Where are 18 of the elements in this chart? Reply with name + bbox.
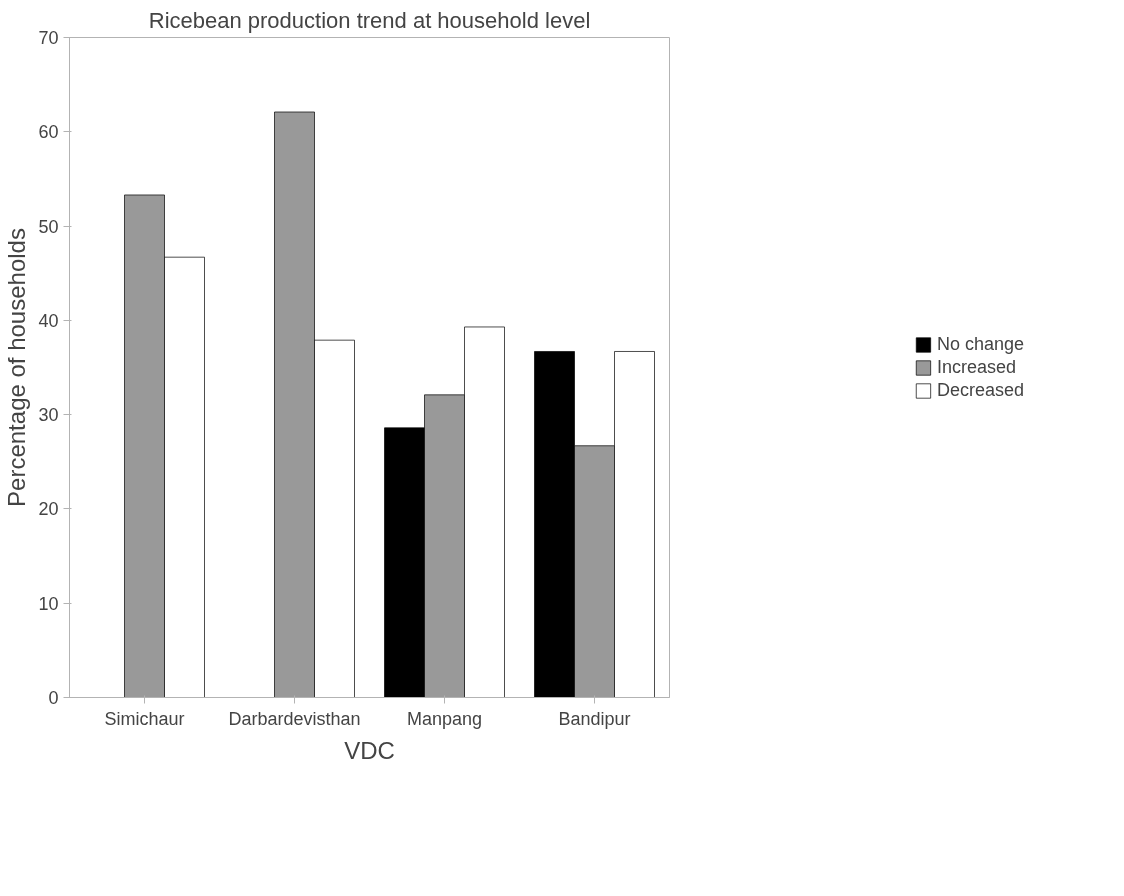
x-tick-label: Simichaur bbox=[104, 708, 185, 729]
y-tick-label: 60 bbox=[38, 122, 59, 143]
legend-label: Decreased bbox=[936, 379, 1025, 401]
y-tick-label: 10 bbox=[38, 593, 59, 614]
y-tick-label: 40 bbox=[38, 310, 59, 331]
y-tick-label: 50 bbox=[38, 216, 59, 237]
x-tick-label: Bandipur bbox=[558, 708, 631, 729]
chart-title: Ricebean production trend at household level bbox=[148, 7, 591, 33]
x-axis-title: VDC bbox=[344, 736, 395, 764]
y-tick-label: 70 bbox=[38, 28, 59, 48]
legend-label: No change bbox=[936, 333, 1025, 355]
y-tick-label: 30 bbox=[38, 405, 59, 426]
legend-label: Increased bbox=[936, 356, 1017, 378]
y-tick-label: 20 bbox=[38, 499, 59, 520]
x-tick-label: Darbardevisthan bbox=[228, 708, 361, 729]
x-tick-label: Manpang bbox=[406, 708, 483, 729]
y-axis-title: Percentage of households bbox=[3, 228, 31, 507]
y-tick-label: 0 bbox=[48, 688, 59, 708]
